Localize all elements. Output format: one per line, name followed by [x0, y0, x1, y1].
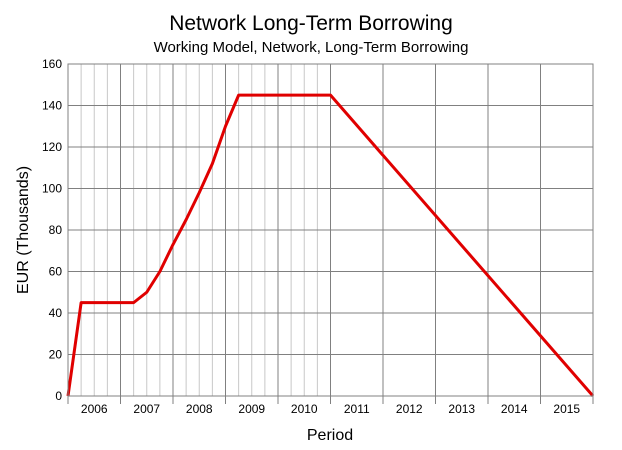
y-tick-label: 80 — [49, 223, 63, 237]
series-layer — [66, 93, 595, 397]
y-tick-label: 160 — [42, 57, 62, 71]
x-tick-label: 2013 — [448, 402, 475, 416]
y-tick-label: 0 — [55, 389, 62, 403]
y-tick-label: 100 — [42, 182, 62, 196]
y-axis-label: EUR (Thousands) — [15, 166, 32, 294]
chart-subtitle: Working Model, Network, Long-Term Borrow… — [154, 39, 469, 56]
series-line — [66, 93, 595, 397]
x-tick-label: 2008 — [186, 402, 213, 416]
y-tick-label: 120 — [42, 140, 62, 154]
grid — [67, 63, 594, 397]
y-tick-label: 140 — [42, 99, 62, 113]
x-tick-label: 2011 — [344, 402, 370, 416]
y-axis-ticks: 0 20 40 60 80 100 120 140 160 — [42, 57, 62, 403]
x-tick-label: 2015 — [553, 402, 580, 416]
y-tick-label: 60 — [49, 265, 63, 279]
x-axis-ticks: 2006 2007 2008 2009 2010 2011 2012 2013 2014 2015 — [67, 396, 594, 416]
chart-title: Network Long-Term Borrowing — [169, 12, 453, 35]
x-tick-label: 2009 — [238, 402, 265, 416]
x-tick-label: 2006 — [81, 402, 108, 416]
x-axis-label: Period — [307, 427, 353, 444]
x-tick-label: 2010 — [291, 402, 318, 416]
y-tick-label: 20 — [49, 348, 63, 362]
y-tick-label: 40 — [49, 306, 63, 320]
x-tick-label: 2012 — [396, 402, 423, 416]
plot-frame — [67, 63, 594, 397]
x-tick-label: 2014 — [501, 402, 528, 416]
x-tick-label: 2007 — [133, 402, 160, 416]
